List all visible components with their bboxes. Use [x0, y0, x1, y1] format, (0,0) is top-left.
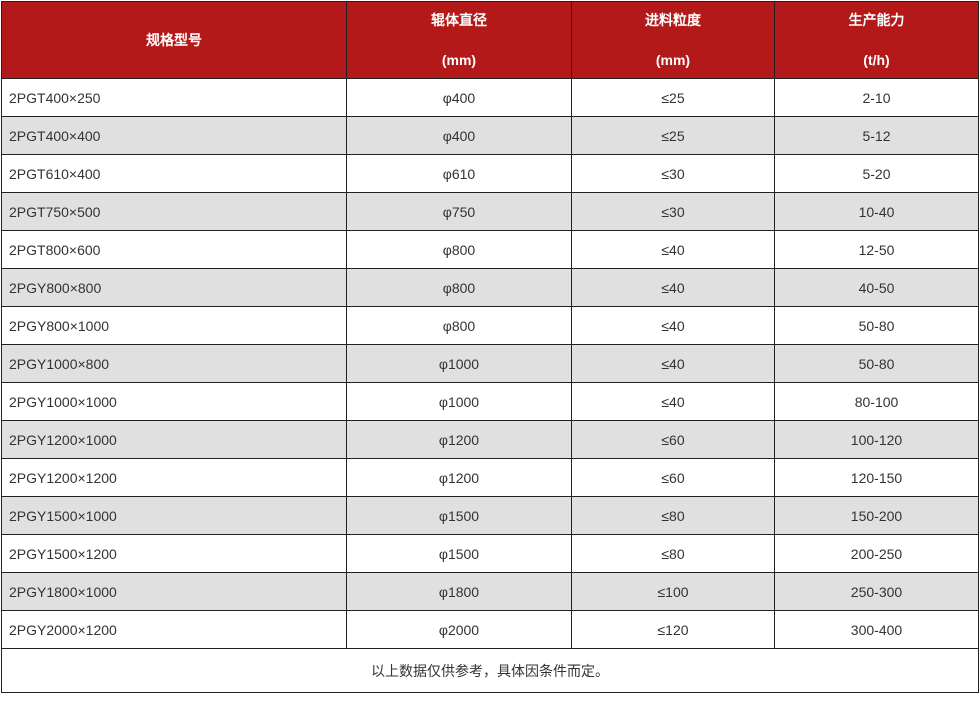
cell-model: 2PGT400×400 — [1, 116, 347, 155]
column-title: 规格型号 — [146, 32, 202, 48]
cell-roller-diameter: φ1500 — [346, 534, 572, 573]
spec-table-body: 2PGT400×250 φ400 ≤25 2-10 2PGT400×400 φ400 ≤25… — [1, 78, 979, 649]
cell-capacity: 10-40 — [774, 192, 979, 231]
cell-feed-size: ≤25 — [571, 78, 775, 117]
cell-feed-size: ≤60 — [571, 458, 775, 497]
cell-roller-diameter: φ1500 — [346, 496, 572, 535]
table-row: 2PGY1500×1200 φ1500 ≤80 200-250 — [1, 534, 979, 573]
cell-capacity: 50-80 — [774, 344, 979, 383]
cell-model: 2PGY800×1000 — [1, 306, 347, 345]
cell-feed-size: ≤80 — [571, 534, 775, 573]
cell-model: 2PGY1000×1000 — [1, 382, 347, 421]
cell-roller-diameter: φ800 — [346, 306, 572, 345]
cell-capacity: 150-200 — [774, 496, 979, 535]
cell-model: 2PGY1500×1200 — [1, 534, 347, 573]
header-row: 规格型号 辊体直径 (mm) 进料粒度 (mm) 生产能力 (t/h) — [1, 1, 979, 79]
cell-feed-size: ≤40 — [571, 268, 775, 307]
table-row: 2PGY1200×1200 φ1200 ≤60 120-150 — [1, 458, 979, 497]
cell-model: 2PGY1200×1200 — [1, 458, 347, 497]
cell-capacity: 40-50 — [774, 268, 979, 307]
table-row: 2PGY2000×1200 φ2000 ≤120 300-400 — [1, 610, 979, 649]
cell-feed-size: ≤100 — [571, 572, 775, 611]
table-row: 2PGY1800×1000 φ1800 ≤100 250-300 — [1, 572, 979, 611]
cell-capacity: 12-50 — [774, 230, 979, 269]
column-header-feed-size: 进料粒度 (mm) — [571, 1, 775, 79]
cell-model: 2PGT610×400 — [1, 154, 347, 193]
cell-model: 2PGY800×800 — [1, 268, 347, 307]
column-unit: (mm) — [441, 52, 477, 68]
cell-capacity: 300-400 — [774, 610, 979, 649]
cell-capacity: 120-150 — [774, 458, 979, 497]
table-row: 2PGT400×400 φ400 ≤25 5-12 — [1, 116, 979, 155]
table-row: 2PGY800×800 φ800 ≤40 40-50 — [1, 268, 979, 307]
table-row: 2PGT800×600 φ800 ≤40 12-50 — [1, 230, 979, 269]
cell-feed-size: ≤40 — [571, 306, 775, 345]
cell-model: 2PGY1000×800 — [1, 344, 347, 383]
cell-feed-size: ≤80 — [571, 496, 775, 535]
cell-feed-size: ≤40 — [571, 230, 775, 269]
column-title: 生产能力 — [848, 12, 905, 28]
cell-model: 2PGY2000×1200 — [1, 610, 347, 649]
cell-model: 2PGY1200×1000 — [1, 420, 347, 459]
cell-feed-size: ≤30 — [571, 192, 775, 231]
cell-model: 2PGT800×600 — [1, 230, 347, 269]
footer-note: 以上数据仅供参考，具体因条件而定。 — [1, 648, 979, 693]
cell-roller-diameter: φ1200 — [346, 458, 572, 497]
column-header-capacity: 生产能力 (t/h) — [774, 1, 979, 79]
table-row: 2PGY800×1000 φ800 ≤40 50-80 — [1, 306, 979, 345]
cell-roller-diameter: φ1200 — [346, 420, 572, 459]
column-header-roller-diameter: 辊体直径 (mm) — [346, 1, 572, 79]
cell-capacity: 5-12 — [774, 116, 979, 155]
cell-capacity: 50-80 — [774, 306, 979, 345]
cell-model: 2PGY1800×1000 — [1, 572, 347, 611]
spec-table: 规格型号 辊体直径 (mm) 进料粒度 (mm) 生产能力 (t/h) 2PGT400×25… — [1, 1, 979, 693]
cell-feed-size: ≤40 — [571, 344, 775, 383]
cell-capacity: 100-120 — [774, 420, 979, 459]
cell-model: 2PGY1500×1000 — [1, 496, 347, 535]
cell-roller-diameter: φ2000 — [346, 610, 572, 649]
cell-roller-diameter: φ800 — [346, 268, 572, 307]
cell-feed-size: ≤120 — [571, 610, 775, 649]
cell-capacity: 80-100 — [774, 382, 979, 421]
cell-feed-size: ≤25 — [571, 116, 775, 155]
cell-roller-diameter: φ800 — [346, 230, 572, 269]
table-row: 2PGT750×500 φ750 ≤30 10-40 — [1, 192, 979, 231]
footer-row: 以上数据仅供参考，具体因条件而定。 — [1, 648, 979, 693]
table-row: 2PGY1000×800 φ1000 ≤40 50-80 — [1, 344, 979, 383]
cell-model: 2PGT750×500 — [1, 192, 347, 231]
spec-table-header: 规格型号 辊体直径 (mm) 进料粒度 (mm) 生产能力 (t/h) — [1, 1, 979, 79]
column-title: 进料粒度 — [645, 12, 701, 28]
table-row: 2PGT400×250 φ400 ≤25 2-10 — [1, 78, 979, 117]
cell-capacity: 200-250 — [774, 534, 979, 573]
cell-roller-diameter: φ400 — [346, 116, 572, 155]
cell-feed-size: ≤40 — [571, 382, 775, 421]
cell-feed-size: ≤30 — [571, 154, 775, 193]
cell-capacity: 2-10 — [774, 78, 979, 117]
cell-capacity: 5-20 — [774, 154, 979, 193]
cell-roller-diameter: φ1000 — [346, 382, 572, 421]
cell-roller-diameter: φ750 — [346, 192, 572, 231]
cell-roller-diameter: φ610 — [346, 154, 572, 193]
column-unit: (t/h) — [863, 52, 890, 68]
column-unit: (mm) — [655, 52, 691, 68]
cell-model: 2PGT400×250 — [1, 78, 347, 117]
cell-feed-size: ≤60 — [571, 420, 775, 459]
table-row: 2PGY1000×1000 φ1000 ≤40 80-100 — [1, 382, 979, 421]
spec-table-footer: 以上数据仅供参考，具体因条件而定。 — [1, 648, 979, 693]
table-row: 2PGT610×400 φ610 ≤30 5-20 — [1, 154, 979, 193]
table-row: 2PGY1500×1000 φ1500 ≤80 150-200 — [1, 496, 979, 535]
column-title: 辊体直径 — [431, 12, 487, 28]
table-row: 2PGY1200×1000 φ1200 ≤60 100-120 — [1, 420, 979, 459]
cell-roller-diameter: φ1800 — [346, 572, 572, 611]
cell-roller-diameter: φ400 — [346, 78, 572, 117]
cell-capacity: 250-300 — [774, 572, 979, 611]
column-header-model: 规格型号 — [1, 1, 347, 79]
cell-roller-diameter: φ1000 — [346, 344, 572, 383]
